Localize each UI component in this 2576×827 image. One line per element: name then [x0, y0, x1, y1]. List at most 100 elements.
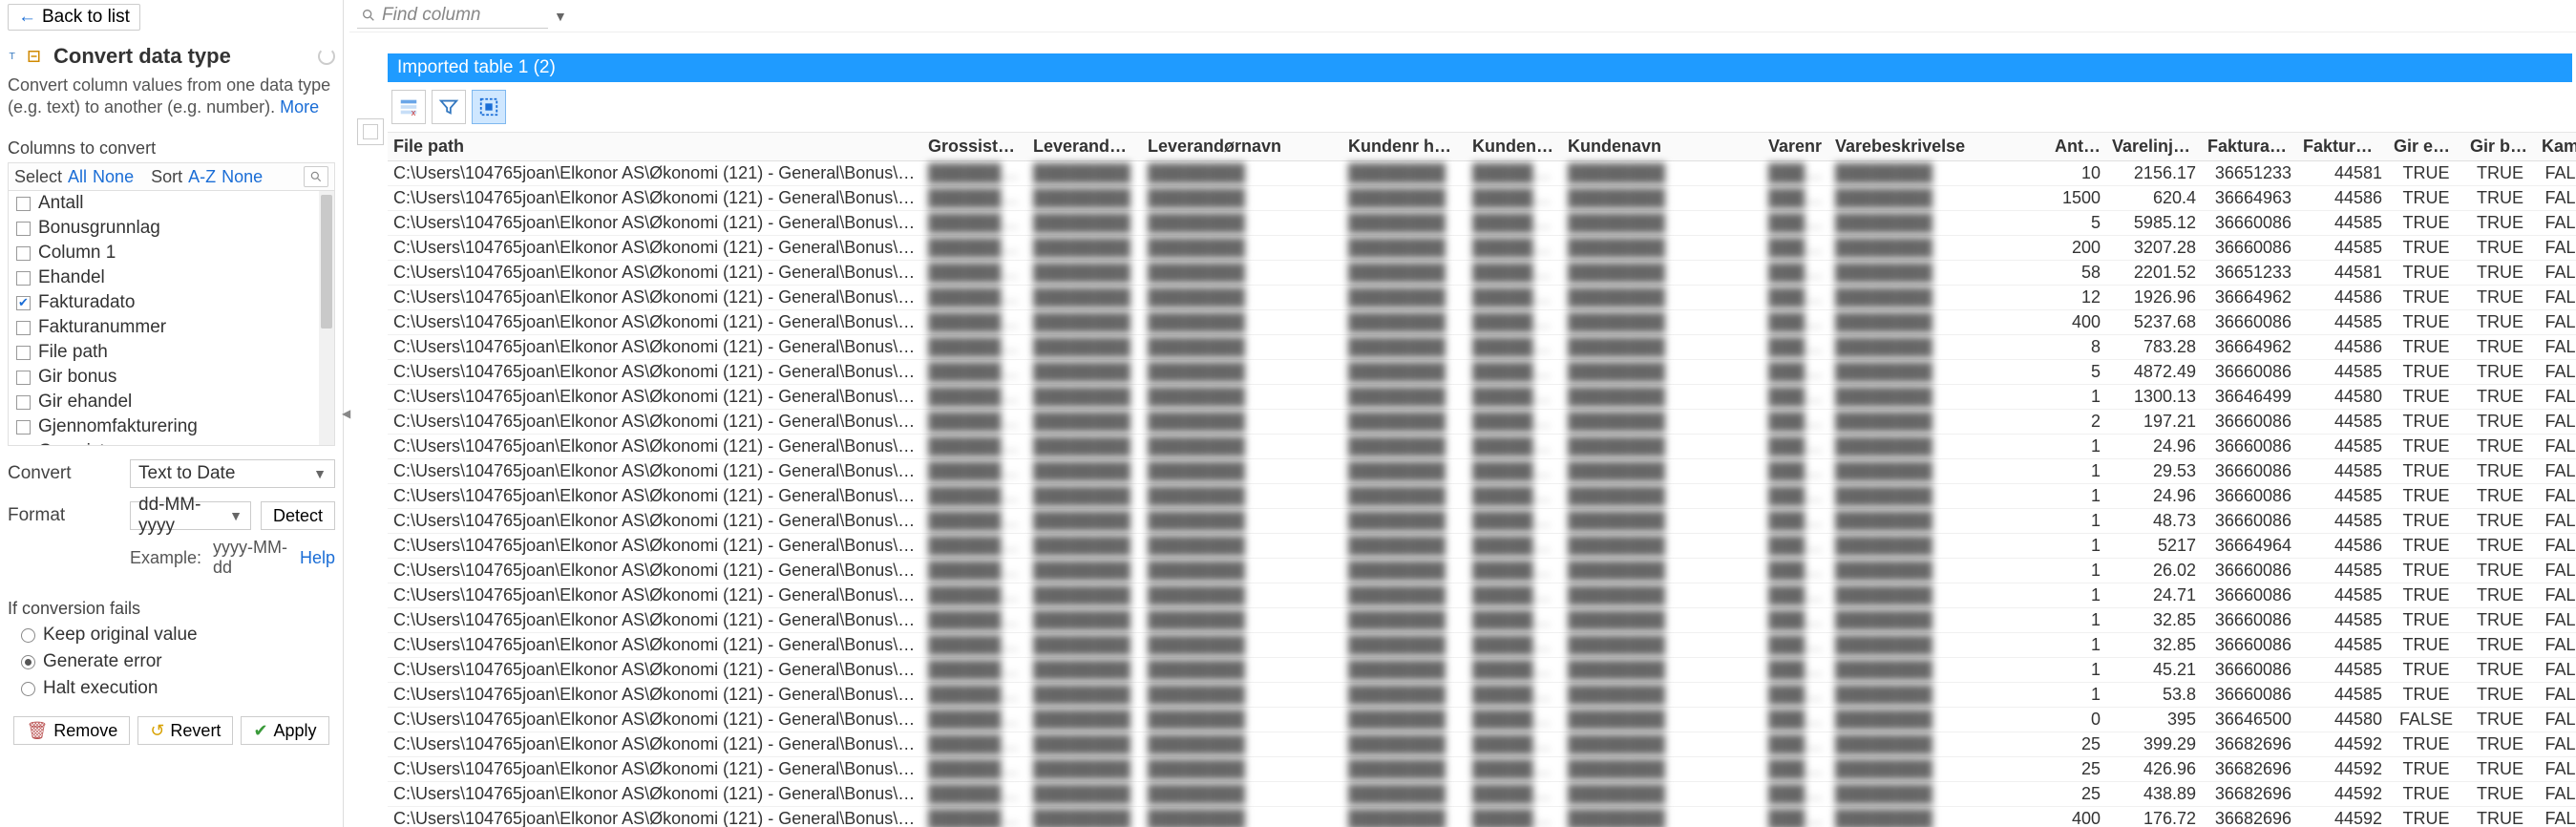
format-help-link[interactable]: Help	[300, 548, 335, 568]
table-cell[interactable]: 44585	[2297, 658, 2388, 683]
table-cell[interactable]: ████████	[1142, 410, 1342, 435]
column-item[interactable]: Gir ehandel	[9, 390, 334, 414]
table-cell[interactable]: ████████	[922, 757, 1027, 782]
table-cell[interactable]: 58	[2049, 261, 2106, 286]
table-cell[interactable]: 25	[2049, 757, 2106, 782]
table-cell[interactable]: ████████	[922, 286, 1027, 310]
table-cell[interactable]: ████████	[1467, 261, 1562, 286]
table-cell[interactable]: ████████	[1467, 410, 1562, 435]
table-row[interactable]: C:\Users\104765joan\Elkonor AS\Økonomi (…	[388, 583, 2576, 608]
table-cell[interactable]: 426.96	[2106, 757, 2202, 782]
table-row[interactable]: C:\Users\104765joan\Elkonor AS\Økonomi (…	[388, 509, 2576, 534]
table-cell[interactable]: ████████	[1829, 410, 2049, 435]
table-cell[interactable]: FALSE	[2536, 658, 2576, 683]
table-cell[interactable]: ████████	[1342, 534, 1467, 559]
table-cell[interactable]: 1	[2049, 658, 2106, 683]
table-row[interactable]: C:\Users\104765joan\Elkonor AS\Økonomi (…	[388, 261, 2576, 286]
table-cell[interactable]: ████████	[1829, 261, 2049, 286]
table-cell[interactable]: 36660086	[2202, 608, 2297, 633]
table-cell[interactable]: ████████	[922, 435, 1027, 459]
table-cell[interactable]: ████████	[1829, 583, 2049, 608]
table-cell[interactable]: TRUE	[2464, 608, 2536, 633]
table-cell[interactable]: 24.71	[2106, 583, 2202, 608]
table-cell[interactable]: 3207.28	[2106, 236, 2202, 261]
table-cell[interactable]: TRUE	[2464, 211, 2536, 236]
table-cell[interactable]: 36664962	[2202, 335, 2297, 360]
table-cell[interactable]: ████████	[1467, 732, 1562, 757]
checkbox-icon[interactable]	[16, 246, 31, 261]
table-cell[interactable]: ████████	[1763, 335, 1829, 360]
table-cell[interactable]: 36660086	[2202, 633, 2297, 658]
table-cell[interactable]: ████████	[1142, 683, 1342, 708]
table-row[interactable]: C:\Users\104765joan\Elkonor AS\Økonomi (…	[388, 559, 2576, 583]
table-cell[interactable]: ████████	[1142, 310, 1342, 335]
table-cell[interactable]: 44586	[2297, 534, 2388, 559]
table-cell[interactable]: ████████	[1342, 807, 1467, 827]
table-cell[interactable]: FALSE	[2536, 161, 2576, 186]
table-cell[interactable]: ████████	[922, 534, 1027, 559]
revert-button[interactable]: ↺Revert	[137, 716, 233, 745]
table-cell[interactable]: ████████	[1142, 236, 1342, 261]
table-cell[interactable]: 36660086	[2202, 484, 2297, 509]
table-cell[interactable]: ████████	[1562, 161, 1763, 186]
table-cell[interactable]: 1300.13	[2106, 385, 2202, 410]
table-cell[interactable]: 400	[2049, 807, 2106, 827]
table-cell[interactable]: FALSE	[2536, 410, 2576, 435]
table-cell[interactable]: ████████	[922, 261, 1027, 286]
column-item[interactable]: Antall	[9, 191, 334, 216]
table-cell[interactable]: ████████	[1562, 484, 1763, 509]
column-header[interactable]: Fakturadato	[2297, 133, 2388, 161]
table-cell[interactable]: 24.96	[2106, 484, 2202, 509]
checkbox-icon[interactable]	[16, 222, 31, 236]
table-cell[interactable]: 2156.17	[2106, 161, 2202, 186]
table-cell[interactable]: FALSE	[2536, 583, 2576, 608]
column-header[interactable]: File path	[388, 133, 922, 161]
table-cell[interactable]: FALSE	[2536, 509, 2576, 534]
table-cell[interactable]: TRUE	[2464, 335, 2536, 360]
column-item[interactable]: ✔Fakturadato	[9, 290, 334, 315]
table-cell[interactable]: ████████	[922, 782, 1027, 807]
table-cell[interactable]: ████████	[1829, 658, 2049, 683]
column-search-button[interactable]	[304, 166, 328, 187]
table-cell[interactable]: ████████	[1467, 186, 1562, 211]
table-cell[interactable]: ████████	[1562, 286, 1763, 310]
table-cell[interactable]: ████████	[1763, 509, 1829, 534]
table-cell[interactable]: TRUE	[2388, 286, 2464, 310]
table-cell[interactable]: FALSE	[2536, 459, 2576, 484]
table-cell[interactable]: ████████	[1829, 534, 2049, 559]
table-cell[interactable]: ████████	[1027, 782, 1142, 807]
table-cell[interactable]: ████████	[1467, 683, 1562, 708]
table-cell[interactable]: ████████	[1027, 807, 1142, 827]
table-cell[interactable]: ████████	[1562, 559, 1763, 583]
table-cell[interactable]: ████████	[1027, 211, 1142, 236]
table-cell[interactable]: FALSE	[2388, 708, 2464, 732]
table-cell[interactable]: C:\Users\104765joan\Elkonor AS\Økonomi (…	[388, 410, 922, 435]
table-row[interactable]: C:\Users\104765joan\Elkonor AS\Økonomi (…	[388, 807, 2576, 827]
column-header[interactable]: Kundenavn	[1562, 133, 1763, 161]
column-header[interactable]: Kundenr hos grossist	[1342, 133, 1467, 161]
table-cell[interactable]: ████████	[1829, 683, 2049, 708]
columns-scrollbar-thumb[interactable]	[321, 195, 332, 329]
table-cell[interactable]: 44586	[2297, 286, 2388, 310]
table-row[interactable]: C:\Users\104765joan\Elkonor AS\Økonomi (…	[388, 534, 2576, 559]
table-cell[interactable]: C:\Users\104765joan\Elkonor AS\Økonomi (…	[388, 236, 922, 261]
table-cell[interactable]: ████████	[1342, 484, 1467, 509]
table-cell[interactable]: ████████	[1763, 211, 1829, 236]
table-cell[interactable]: TRUE	[2388, 534, 2464, 559]
table-cell[interactable]: C:\Users\104765joan\Elkonor AS\Økonomi (…	[388, 211, 922, 236]
sort-none-link[interactable]: None	[222, 167, 263, 187]
checkbox-icon[interactable]	[16, 321, 31, 335]
table-cell[interactable]: 44585	[2297, 583, 2388, 608]
column-header[interactable]: Fakturanummer	[2202, 133, 2297, 161]
table-title-bar[interactable]: Imported table 1 (2)	[388, 53, 2572, 82]
table-cell[interactable]: ████████	[1342, 236, 1467, 261]
sort-az-link[interactable]: A-Z	[188, 167, 216, 187]
table-cell[interactable]: TRUE	[2464, 807, 2536, 827]
table-cell[interactable]: ████████	[1763, 435, 1829, 459]
table-cell[interactable]: ████████	[1027, 583, 1142, 608]
table-cell[interactable]: ████████	[922, 385, 1027, 410]
table-cell[interactable]: ████████	[1467, 509, 1562, 534]
table-cell[interactable]: 36660086	[2202, 236, 2297, 261]
table-cell[interactable]: ████████	[1763, 757, 1829, 782]
table-cell[interactable]: ████████	[1342, 757, 1467, 782]
